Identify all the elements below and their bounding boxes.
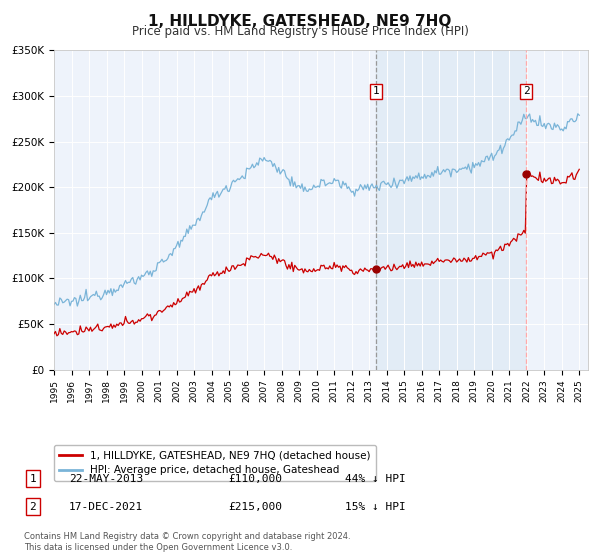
- Text: 17-DEC-2021: 17-DEC-2021: [69, 502, 143, 512]
- Text: 15% ↓ HPI: 15% ↓ HPI: [345, 502, 406, 512]
- Text: 2: 2: [29, 502, 37, 512]
- Text: 44% ↓ HPI: 44% ↓ HPI: [345, 474, 406, 484]
- Text: This data is licensed under the Open Government Licence v3.0.: This data is licensed under the Open Gov…: [24, 543, 292, 552]
- Text: Contains HM Land Registry data © Crown copyright and database right 2024.: Contains HM Land Registry data © Crown c…: [24, 532, 350, 541]
- Text: 1, HILLDYKE, GATESHEAD, NE9 7HQ: 1, HILLDYKE, GATESHEAD, NE9 7HQ: [148, 14, 452, 29]
- Text: 1: 1: [373, 86, 379, 96]
- Text: 22-MAY-2013: 22-MAY-2013: [69, 474, 143, 484]
- Text: 2: 2: [523, 86, 529, 96]
- Text: Price paid vs. HM Land Registry's House Price Index (HPI): Price paid vs. HM Land Registry's House …: [131, 25, 469, 38]
- Bar: [376, 50, 526, 370]
- Legend: 1, HILLDYKE, GATESHEAD, NE9 7HQ (detached house), HPI: Average price, detached h: 1, HILLDYKE, GATESHEAD, NE9 7HQ (detache…: [54, 445, 376, 480]
- Text: 1: 1: [29, 474, 37, 484]
- Text: £110,000: £110,000: [228, 474, 282, 484]
- Text: £215,000: £215,000: [228, 502, 282, 512]
